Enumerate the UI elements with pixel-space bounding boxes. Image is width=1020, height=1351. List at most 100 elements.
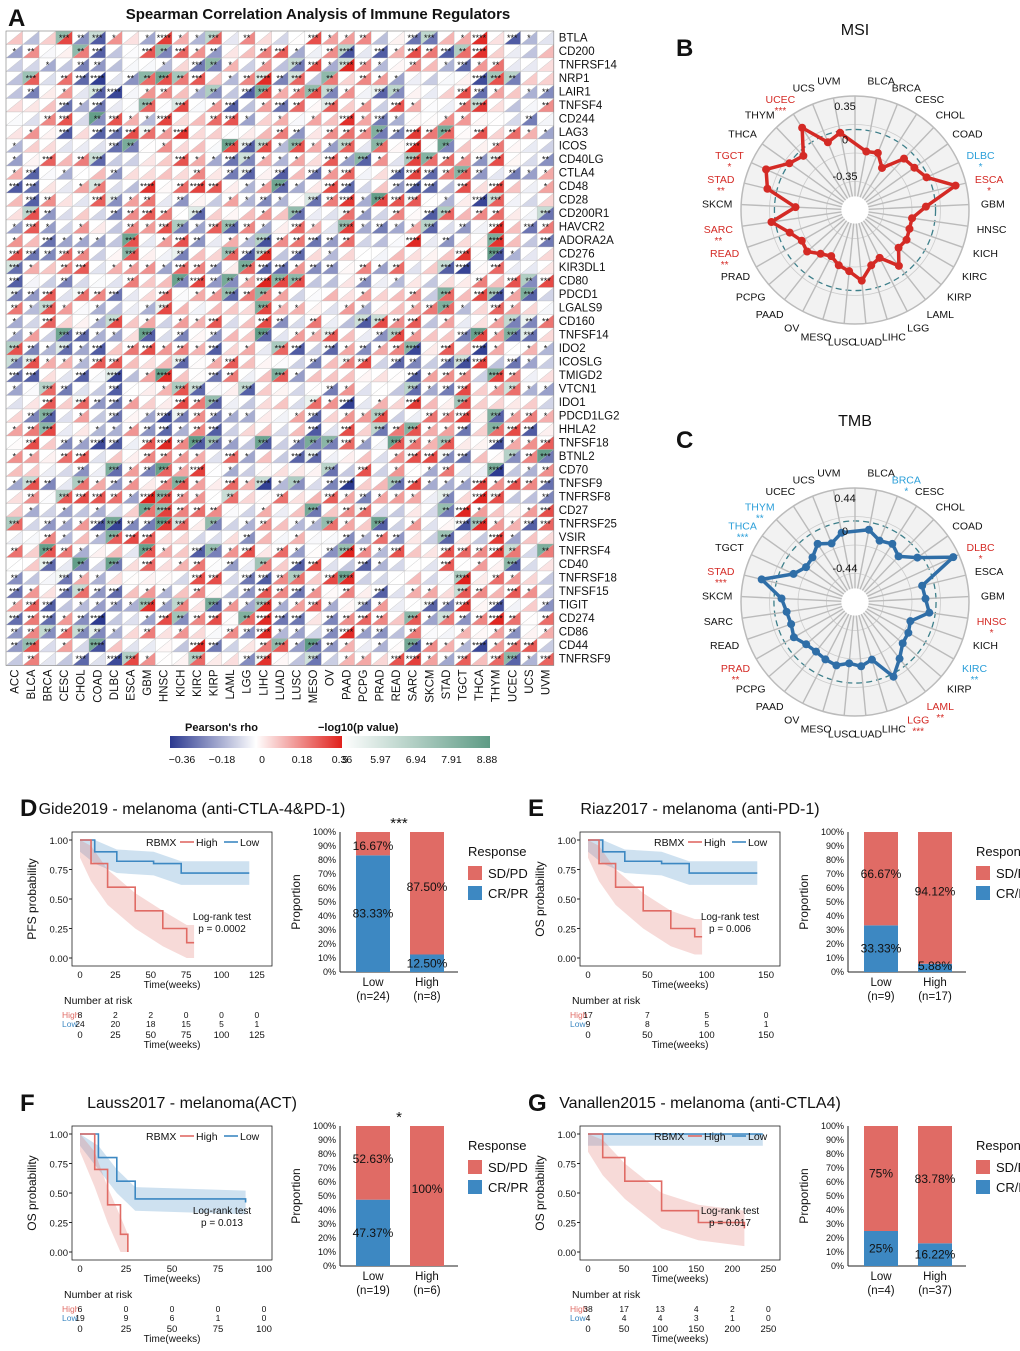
sig-star: **** <box>455 262 470 272</box>
cancer-label-CESC: CESC <box>59 670 71 702</box>
sig-star: * <box>212 154 216 164</box>
sig-star: ** <box>492 141 500 151</box>
gene-label-CD44: CD44 <box>559 640 589 652</box>
sig-star: ** <box>44 208 52 218</box>
sig-star: * <box>62 640 66 650</box>
sig-star: * <box>411 492 415 502</box>
sig-star: ** <box>393 343 401 353</box>
sig-star: * <box>428 370 432 380</box>
sig-star: ** <box>193 168 201 178</box>
radar-axis-PAAD: PAAD <box>756 701 784 713</box>
sig-star: *** <box>75 654 86 664</box>
sig-star: *** <box>92 100 103 110</box>
sig-star: *** <box>324 492 335 502</box>
response-crpr: CR/PR <box>488 886 528 901</box>
radar-point-CESC <box>888 539 897 548</box>
sig-star: *** <box>26 208 37 218</box>
sig-star: *** <box>42 600 53 610</box>
sig-star: * <box>428 384 432 394</box>
km-ytick: 0.75 <box>558 866 577 877</box>
p-cell-TNFSF4-LIHC <box>254 98 273 113</box>
p-cell-LAIR1-CHOL <box>72 84 90 99</box>
sig-star: *** <box>109 384 120 394</box>
radar-point-SARC <box>767 218 776 227</box>
sig-star: * <box>328 397 332 407</box>
sig-star: **** <box>489 613 504 623</box>
sig-star: *** <box>258 141 269 151</box>
sig-star: * <box>311 114 315 124</box>
radar-point-PCPG <box>803 247 812 256</box>
sig-star: * <box>13 154 17 164</box>
sig-star: * <box>79 222 83 232</box>
sig-star: ** <box>343 235 351 245</box>
sig-star: **** <box>489 249 504 259</box>
p-cell-TNFRSF14-STAD <box>437 57 455 72</box>
gene-label-TNFRSF25: TNFRSF25 <box>559 519 617 531</box>
sig-star: *** <box>374 46 385 56</box>
sig-star: **** <box>256 276 271 286</box>
sig-star: *** <box>441 46 452 56</box>
sig-star: ** <box>11 289 19 299</box>
p-cell-TNFSF4-CHOL <box>72 98 90 113</box>
response-title: Response <box>468 1138 527 1153</box>
risk-xtick: 0 <box>77 1030 82 1041</box>
sig-star: ** <box>359 343 367 353</box>
sig-star: ** <box>210 114 218 124</box>
sig-star: **** <box>190 276 205 286</box>
sig-star: **** <box>489 370 504 380</box>
sig-star: * <box>295 546 299 556</box>
sig-star: * <box>96 303 100 313</box>
sig-star: *** <box>341 141 352 151</box>
radar-point-SKCM <box>791 203 800 212</box>
sig-star: *** <box>291 141 302 151</box>
sig-star: *** <box>26 640 37 650</box>
radar-point-UCEC <box>813 539 822 548</box>
sig-star: *** <box>507 478 518 488</box>
sig-star: **** <box>472 195 487 205</box>
radar-point-BRCA <box>873 148 882 157</box>
sig-star: ** <box>144 73 152 83</box>
response-crpr: CR/PR <box>996 1180 1020 1195</box>
sig-star: ** <box>110 208 118 218</box>
sig-star: ** <box>127 276 135 286</box>
sig-star: *** <box>407 613 418 623</box>
sig-star: *** <box>358 559 369 569</box>
sig-star: * <box>444 640 448 650</box>
sig-star: ** <box>193 613 201 623</box>
p-cell-LAIR1-READ <box>387 84 405 99</box>
radar-sig-THCA: *** <box>737 532 749 543</box>
bar-ytick: 10% <box>826 1247 844 1257</box>
sig-star: ** <box>393 127 401 137</box>
cancer-label-LIHC: LIHC <box>258 670 270 696</box>
sig-star: *** <box>457 181 468 191</box>
sig-star: ** <box>542 316 550 326</box>
sig-star: **** <box>455 600 470 610</box>
sig-star: * <box>311 519 315 529</box>
sig-star: ** <box>442 492 450 502</box>
sig-star: * <box>394 451 398 461</box>
radar-point-ESCA <box>951 181 960 190</box>
sig-star: *** <box>407 316 418 326</box>
sig-star: * <box>345 154 349 164</box>
sig-star: ** <box>509 613 517 623</box>
sig-star: *** <box>125 127 136 137</box>
radar-point-MESO <box>832 661 841 670</box>
sig-star: ** <box>542 87 550 97</box>
p-cell-LAIR1-UCEC <box>503 84 522 99</box>
sig-star: * <box>511 532 515 542</box>
sig-star: * <box>295 411 299 421</box>
sig-star: ** <box>509 73 517 83</box>
sig-star: ** <box>442 154 450 164</box>
radar-axis-CHOL: CHOL <box>936 501 965 513</box>
sig-star: *** <box>441 357 452 367</box>
radar-point-KIRP <box>894 243 903 252</box>
radar-axis-LUAD: LUAD <box>854 336 882 348</box>
km-xtick: 200 <box>724 1264 740 1275</box>
gene-label-PDCD1LG2: PDCD1LG2 <box>559 411 620 423</box>
sig-star: ** <box>94 289 102 299</box>
p-cell-TNFRSF14-SARC <box>404 57 422 72</box>
p-cell-TNFSF4-LAML <box>221 98 239 113</box>
sig-star: *** <box>507 357 518 367</box>
sig-star: * <box>394 276 398 286</box>
sig-star: *** <box>507 33 518 43</box>
